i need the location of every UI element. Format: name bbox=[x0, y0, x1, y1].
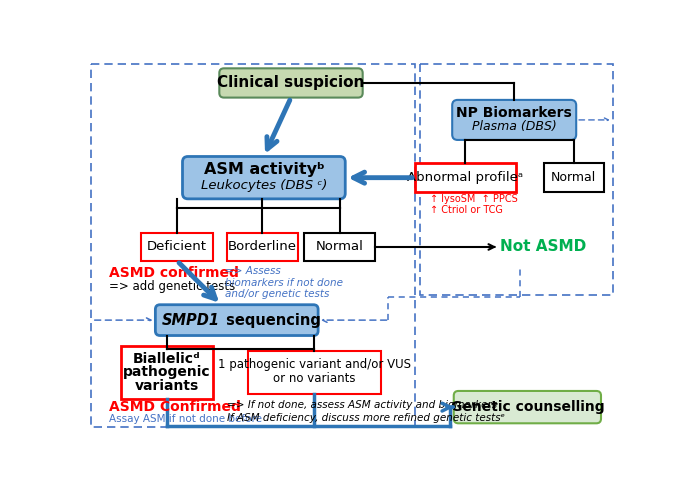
FancyBboxPatch shape bbox=[219, 69, 362, 98]
Text: Biallelicᵈ: Biallelicᵈ bbox=[133, 351, 201, 365]
Text: 1 pathogenic variant and/or VUS: 1 pathogenic variant and/or VUS bbox=[218, 358, 411, 371]
Bar bbox=[227, 233, 298, 261]
Text: ASMD Confirmed: ASMD Confirmed bbox=[109, 400, 240, 414]
Text: ↑ lysoSM  ↑ PPCS
↑ Ctriol or TCG: ↑ lysoSM ↑ PPCS ↑ Ctriol or TCG bbox=[429, 194, 517, 215]
FancyBboxPatch shape bbox=[453, 391, 601, 423]
Text: Plasma (DBS): Plasma (DBS) bbox=[472, 121, 557, 133]
Text: SMPD1: SMPD1 bbox=[162, 312, 220, 328]
Text: Normal: Normal bbox=[551, 171, 597, 184]
Text: Normal: Normal bbox=[316, 241, 364, 254]
FancyBboxPatch shape bbox=[452, 100, 576, 140]
Text: Assay ASM if not done before: Assay ASM if not done before bbox=[109, 414, 262, 424]
Text: => add genetic tests: => add genetic tests bbox=[109, 280, 235, 293]
Text: Clinical suspicion: Clinical suspicion bbox=[217, 75, 364, 90]
Text: Not ASMD: Not ASMD bbox=[500, 240, 586, 255]
Text: Abnormal profileᵃ: Abnormal profileᵃ bbox=[408, 171, 523, 184]
Text: ASM activityᵇ: ASM activityᵇ bbox=[203, 162, 324, 177]
Text: => If not done, assess ASM activity and biomarkers: => If not done, assess ASM activity and … bbox=[227, 400, 497, 410]
Text: Borderline: Borderline bbox=[228, 241, 297, 254]
Text: sequencing: sequencing bbox=[221, 312, 321, 328]
Text: Deficient: Deficient bbox=[147, 241, 207, 254]
Text: => Assess
biomarkers if not done
and/or genetic tests: => Assess biomarkers if not done and/or … bbox=[225, 266, 343, 299]
Text: ASMD confirmed: ASMD confirmed bbox=[109, 266, 239, 280]
Bar bbox=[121, 347, 213, 399]
Text: or no variants: or no variants bbox=[273, 372, 356, 385]
Text: If ASM deficiency, discuss more refined genetic testsᵉ: If ASM deficiency, discuss more refined … bbox=[227, 413, 506, 422]
Bar bbox=[421, 64, 612, 295]
FancyBboxPatch shape bbox=[155, 305, 318, 335]
FancyBboxPatch shape bbox=[182, 156, 345, 199]
Bar bbox=[141, 233, 213, 261]
Text: pathogenic: pathogenic bbox=[123, 365, 211, 380]
Bar bbox=[544, 163, 604, 192]
Text: Leukocytes (DBS ᶜ): Leukocytes (DBS ᶜ) bbox=[201, 179, 327, 192]
Bar bbox=[91, 64, 415, 427]
Text: variants: variants bbox=[135, 380, 199, 393]
Text: Genetic counselling: Genetic counselling bbox=[451, 400, 604, 414]
Text: NP Biomarkers: NP Biomarkers bbox=[456, 106, 572, 120]
Bar bbox=[247, 351, 381, 394]
Bar bbox=[304, 233, 375, 261]
Bar bbox=[415, 163, 516, 192]
